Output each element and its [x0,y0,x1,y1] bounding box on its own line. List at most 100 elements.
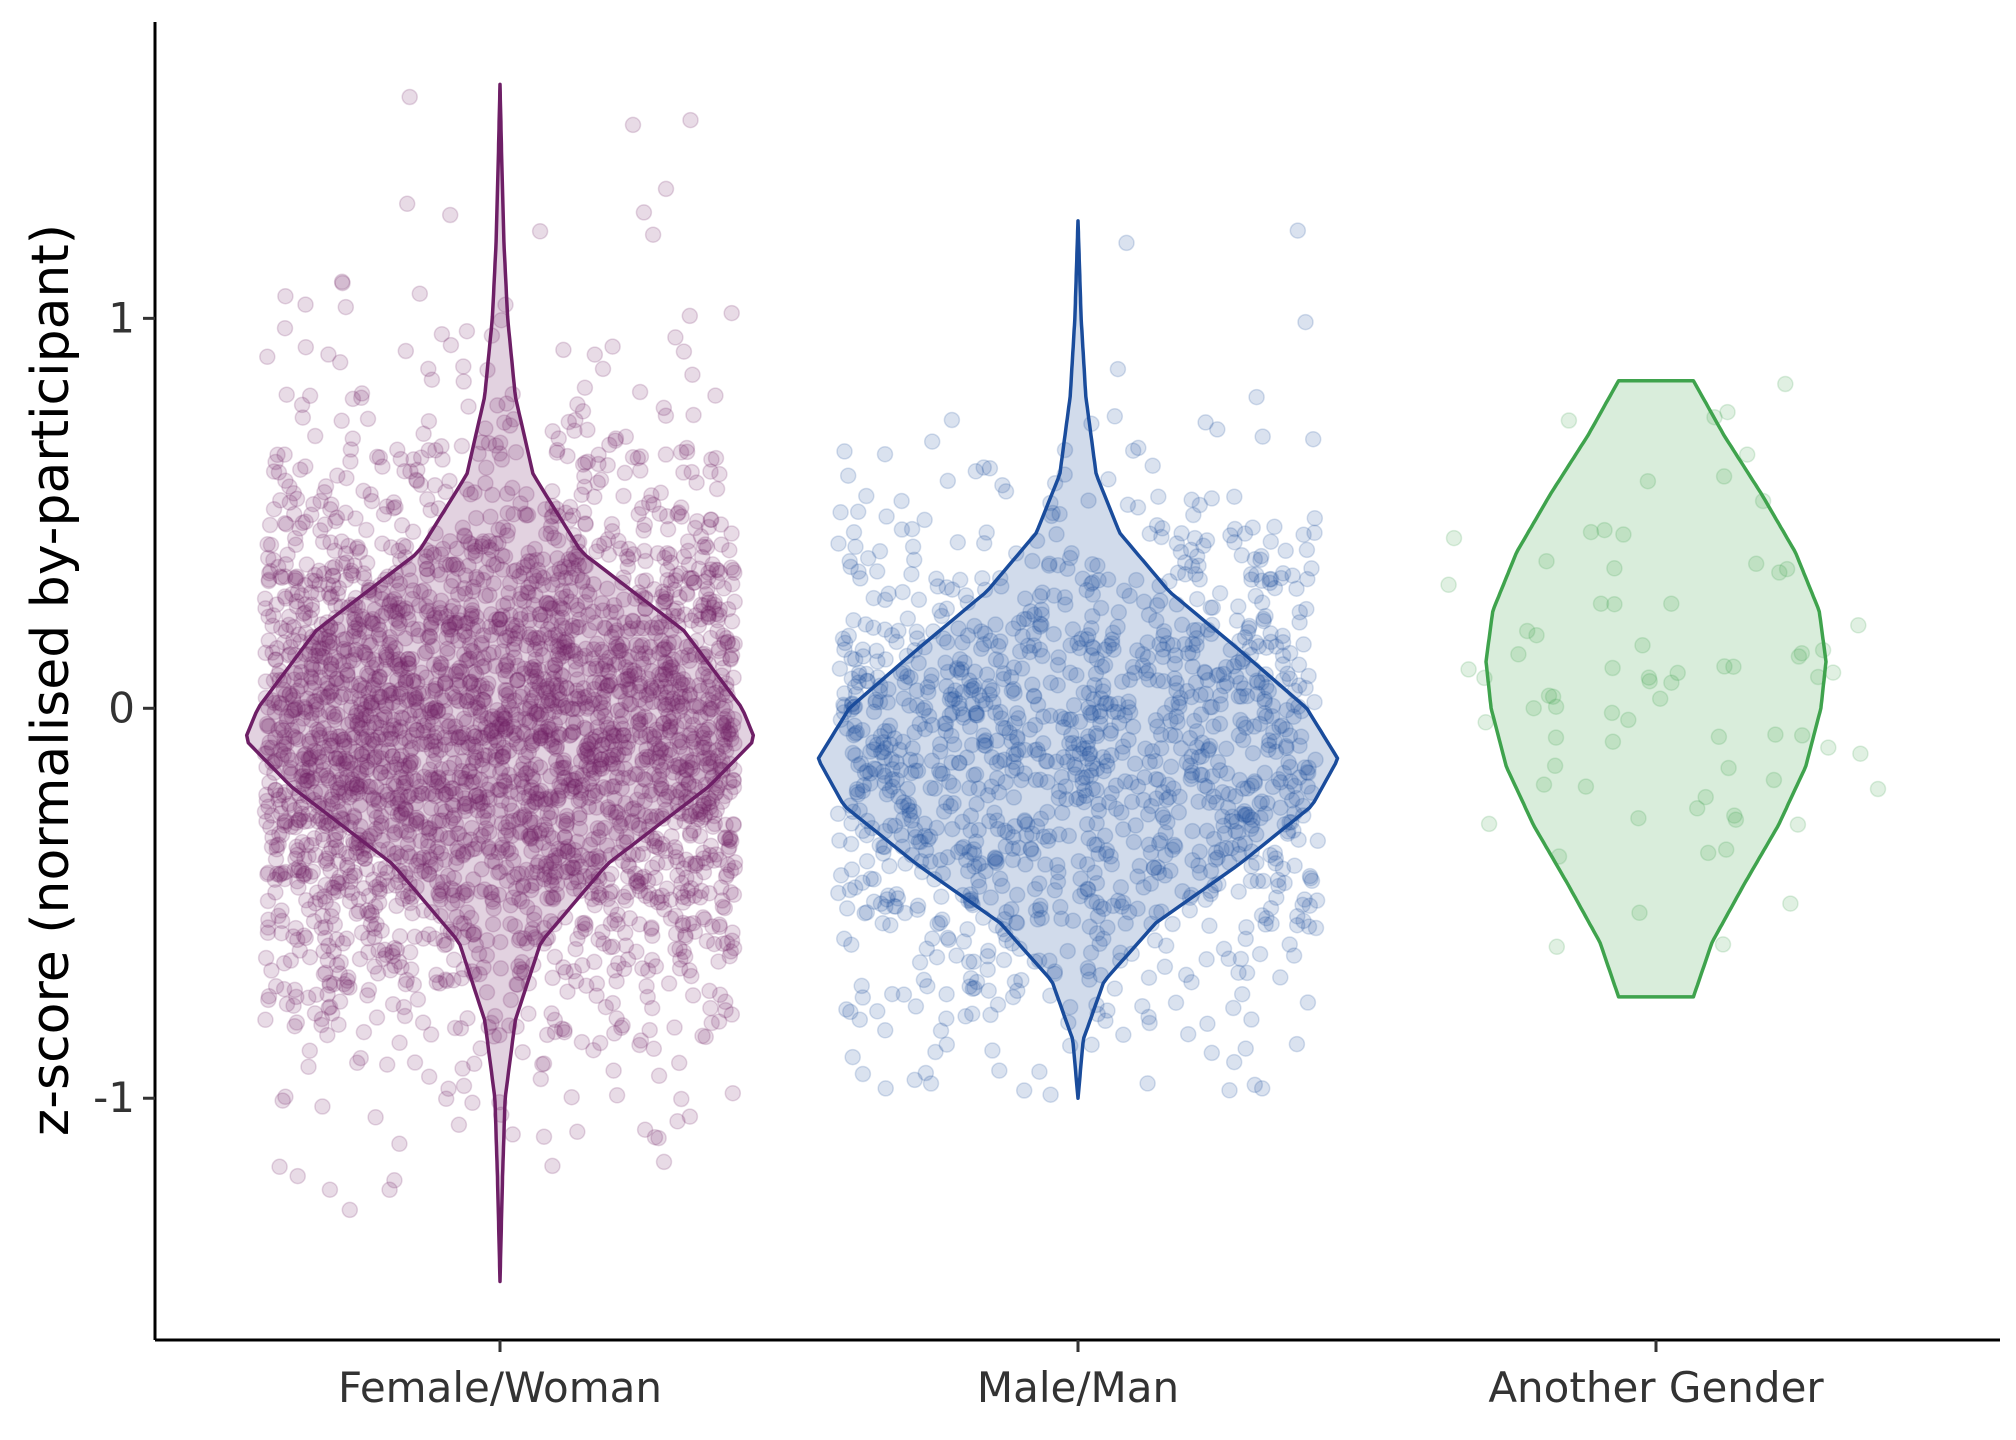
data-point [317,478,335,495]
data-point [265,551,282,569]
data-point [472,715,489,733]
data-point [560,776,577,794]
data-point [651,839,668,857]
data-point [267,453,284,471]
data-point [1083,1036,1100,1053]
data-point [327,831,345,849]
data-point [258,813,275,830]
data-point [564,617,581,634]
data-point [509,785,527,803]
data-point [311,891,329,908]
data-point [549,609,566,627]
data-point [300,989,317,1007]
data-point [933,607,951,625]
data-point [1150,488,1167,505]
data-point [285,928,302,945]
data-point [659,708,677,725]
data-point [594,360,612,378]
data-point [369,965,387,982]
data-point [494,607,511,625]
data-point [903,520,921,538]
data-point [556,558,573,575]
data-point [399,788,416,806]
data-point [631,383,649,401]
data-point [642,808,660,825]
data-point [406,686,424,704]
data-point [1140,1008,1157,1026]
data-point [474,757,491,774]
data-point [565,772,583,789]
data-point [468,752,485,769]
data-point [480,762,498,780]
data-point [576,478,593,496]
data-point [420,360,437,378]
data-point [671,960,689,977]
data-point [408,772,425,790]
data-point [984,1042,1001,1059]
data-point [481,775,498,793]
data-point [687,607,704,624]
data-point [599,890,617,908]
data-point [412,708,429,725]
data-point [386,957,403,975]
data-point [337,750,354,767]
data-point [342,873,359,891]
data-point [660,635,678,652]
data-point [631,722,648,739]
data-point [429,702,447,720]
data-point [562,783,580,800]
data-point [584,603,602,621]
data-point [683,463,700,481]
data-point [679,533,697,550]
data-point [337,298,355,316]
data-point [320,937,337,955]
data-point [456,798,473,815]
data-point [643,919,660,936]
data-point [298,768,316,785]
data-point [612,642,630,659]
data-point [679,753,696,770]
data-point [674,676,692,693]
data-point [638,748,655,766]
data-point [322,655,340,672]
data-point [373,590,391,608]
data-point [358,743,376,761]
data-point [493,792,510,809]
data-point [555,341,572,359]
data-point [531,709,549,727]
data-point [390,866,407,884]
data-point [1244,519,1261,536]
data-point [1306,509,1324,527]
data-point [295,746,313,764]
data-point [310,647,328,664]
data-point [1118,234,1135,252]
data-point [505,773,522,791]
data-point [277,472,294,489]
data-point [280,795,298,813]
data-point [497,827,514,844]
data-point [453,762,471,780]
data-point [396,1007,414,1025]
data-point [1290,677,1308,694]
data-point [315,565,333,583]
data-point [617,892,635,909]
data-point [549,791,567,809]
data-point [343,884,361,902]
data-point [599,677,616,694]
data-point [515,806,533,824]
data-point [1306,524,1323,542]
data-point [296,604,314,621]
data-point [512,809,529,826]
data-point [324,900,341,918]
data-point [652,742,669,760]
data-point [1106,980,1124,997]
data-point [305,495,322,513]
data-point [905,551,923,569]
data-point [1262,533,1280,550]
data-point [467,936,485,954]
data-point [399,650,417,668]
data-point [703,1014,720,1032]
data-point [442,336,460,354]
data-point [580,760,598,777]
data-point [957,1008,974,1025]
